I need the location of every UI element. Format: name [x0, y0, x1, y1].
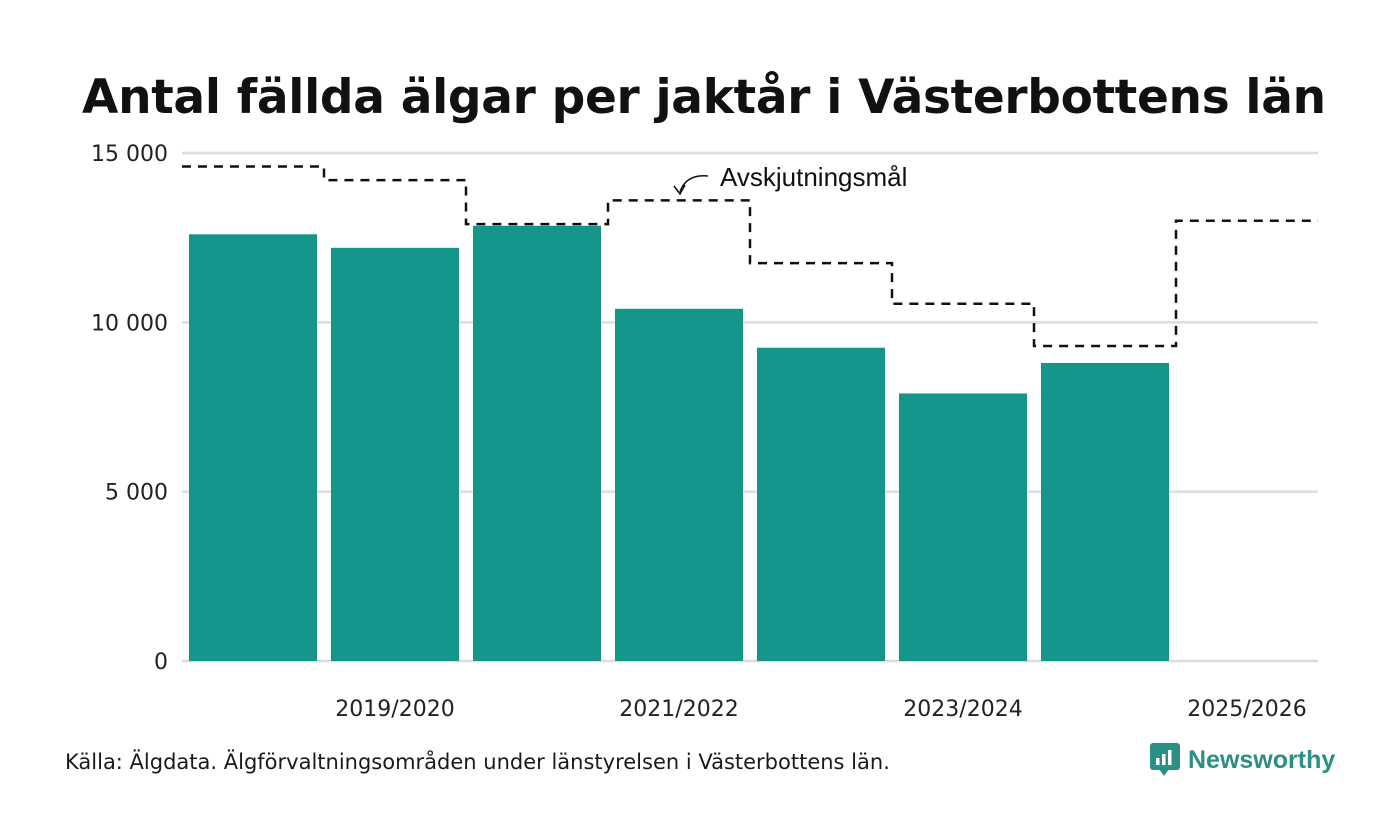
- annotation-arrow: [679, 175, 709, 193]
- bar: [331, 247, 459, 661]
- bar: [899, 393, 1027, 661]
- source-note: Källa: Älgdata. Älgförvaltningsområden u…: [65, 750, 890, 774]
- target-step-line: [182, 165, 1318, 348]
- chart: 0 5 000 10 000 15 000 2019/2020 2021/2022 2023…: [91, 142, 1318, 722]
- bar: [1041, 362, 1169, 661]
- y-tick-label: 15 000: [91, 142, 168, 167]
- bar: [473, 225, 601, 661]
- y-tick-label: 0: [154, 650, 168, 675]
- x-tick-label: 2023/2024: [903, 697, 1022, 722]
- x-tick-label: 2019/2020: [335, 697, 454, 722]
- axis-labels: 0 5 000 10 000 15 000 2019/2020 2021/2022 2023…: [91, 142, 1307, 722]
- y-tick-label: 5 000: [105, 481, 168, 506]
- bar: [757, 347, 885, 661]
- annotation-arrowhead: [673, 184, 686, 196]
- target-line: [182, 165, 1318, 348]
- y-tick-label: 10 000: [91, 311, 168, 336]
- newsworthy-logo-icon: [1150, 743, 1180, 776]
- chart-title: Antal fällda älgar per jaktår i Västerbo…: [82, 70, 1326, 125]
- bars: [189, 225, 1169, 661]
- x-tick-label: 2025/2026: [1187, 697, 1306, 722]
- brand-logo[interactable]: Newsworthy: [1150, 743, 1335, 777]
- brand-name: Newsworthy: [1188, 745, 1336, 774]
- x-tick-label: 2021/2022: [619, 697, 738, 722]
- annotation-label: Avskjutningsmål: [720, 162, 907, 192]
- bar: [615, 308, 743, 661]
- bar: [189, 234, 317, 661]
- annotation: Avskjutningsmål: [673, 162, 907, 196]
